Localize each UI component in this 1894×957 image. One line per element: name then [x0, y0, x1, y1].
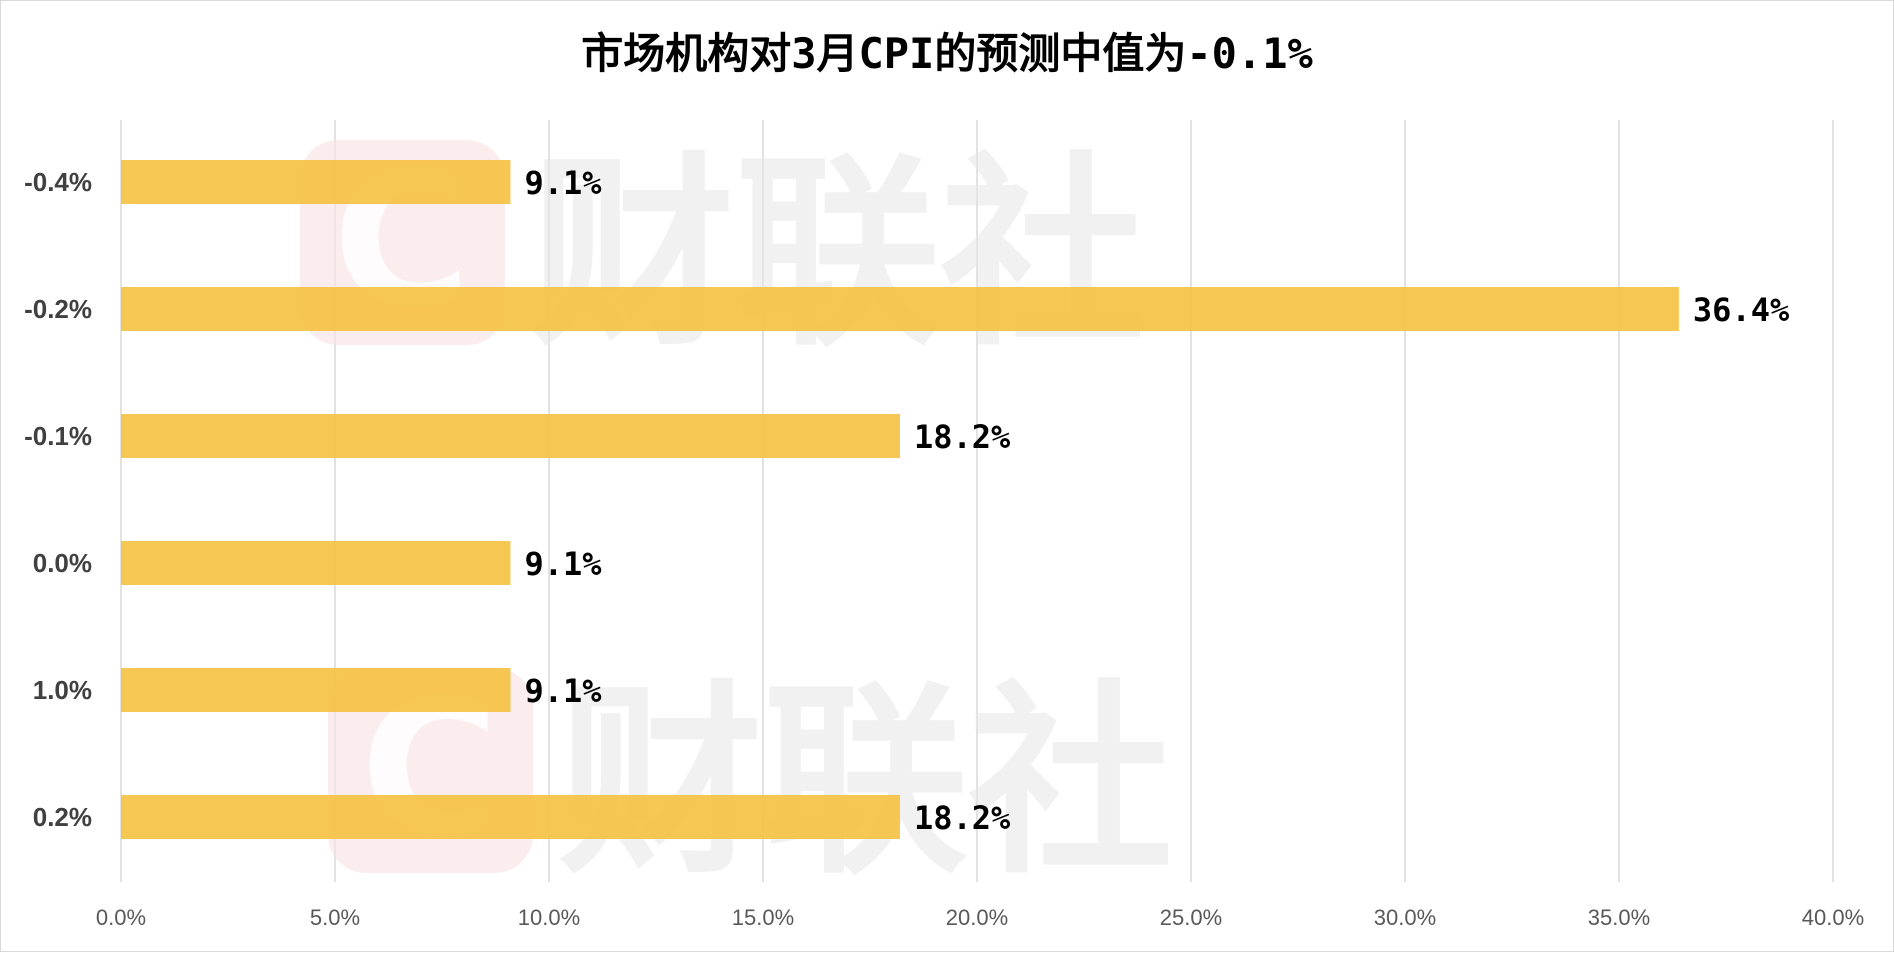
x-tick-label: 40.0% — [1802, 905, 1864, 930]
x-tick-label: 30.0% — [1374, 905, 1436, 930]
data-label: 18.2% — [914, 418, 1011, 456]
data-label: 9.1% — [524, 164, 602, 202]
bar — [121, 287, 1679, 331]
category-label: 1.0% — [33, 675, 92, 705]
watermark-text: 财联社 — [530, 136, 1145, 374]
category-label: -0.4% — [24, 167, 92, 197]
data-label: 36.4% — [1693, 291, 1790, 329]
bar — [121, 795, 900, 839]
x-tick-label: 15.0% — [732, 905, 794, 930]
bars — [121, 160, 1679, 839]
category-label: 0.0% — [33, 548, 92, 578]
bar — [121, 668, 511, 712]
x-tick-label: 5.0% — [310, 905, 360, 930]
x-tick-label: 0.0% — [96, 905, 146, 930]
category-axis-labels: -0.4% -0.2% -0.1% 0.0% 1.0% 0.2% — [24, 167, 92, 832]
x-tick-label: 35.0% — [1588, 905, 1650, 930]
x-tick-label: 10.0% — [518, 905, 580, 930]
data-labels: 9.1% 36.4% 18.2% 9.1% 9.1% 18.2% — [524, 164, 1790, 837]
bar — [121, 541, 511, 585]
x-tick-label: 20.0% — [946, 905, 1008, 930]
category-label: 0.2% — [33, 802, 92, 832]
data-label: 9.1% — [524, 545, 602, 583]
watermark-text: 财联社 — [558, 664, 1173, 902]
category-label: -0.1% — [24, 421, 92, 451]
value-axis-labels: 0.0% 5.0% 10.0% 15.0% 20.0% 25.0% 30.0% 35.0% 40… — [96, 905, 1864, 930]
bar — [121, 160, 511, 204]
x-tick-label: 25.0% — [1160, 905, 1222, 930]
data-label: 18.2% — [914, 799, 1011, 837]
category-label: -0.2% — [24, 294, 92, 324]
data-label: 9.1% — [524, 672, 602, 710]
chart-title: 市场机构对3月CPI的预测中值为-0.1% — [581, 29, 1313, 78]
bar — [121, 414, 900, 458]
